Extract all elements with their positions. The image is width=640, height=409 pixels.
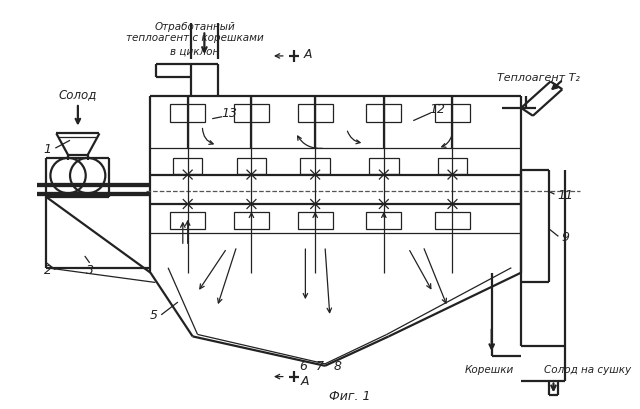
Text: 2: 2 <box>44 263 51 276</box>
Bar <box>173 159 202 174</box>
Text: 11: 11 <box>557 188 573 201</box>
Bar <box>298 105 333 122</box>
Bar <box>366 212 401 230</box>
Bar <box>170 212 205 230</box>
Text: Корешки: Корешки <box>465 364 515 374</box>
Bar <box>300 159 330 174</box>
Text: 1: 1 <box>44 142 51 155</box>
Bar <box>369 159 399 174</box>
Bar <box>234 212 269 230</box>
Bar <box>237 159 266 174</box>
Text: 6: 6 <box>300 360 307 372</box>
Text: 7: 7 <box>316 360 324 372</box>
Bar <box>438 159 467 174</box>
Text: 3: 3 <box>86 263 93 276</box>
Text: 8: 8 <box>333 360 342 372</box>
Bar <box>435 212 470 230</box>
Text: Теплоагент Т₂: Теплоагент Т₂ <box>497 72 580 82</box>
Bar <box>298 212 333 230</box>
Text: Отработанный: Отработанный <box>154 22 235 31</box>
Text: Солод: Солод <box>59 88 97 101</box>
Text: А: А <box>300 374 309 387</box>
Bar <box>366 105 401 122</box>
Text: Фиг. 1: Фиг. 1 <box>329 389 371 402</box>
Text: Солод на сушку: Солод на сушку <box>544 364 632 374</box>
Text: 5: 5 <box>149 308 157 321</box>
Bar <box>170 105 205 122</box>
Text: А: А <box>303 48 312 61</box>
Bar <box>234 105 269 122</box>
Text: теплоагент с корешками: теплоагент с корешками <box>125 33 264 43</box>
Text: 9: 9 <box>561 230 569 243</box>
Text: 12: 12 <box>430 103 446 116</box>
Bar <box>435 105 470 122</box>
Text: 13: 13 <box>221 107 237 120</box>
Text: в циклон: в циклон <box>170 46 219 56</box>
